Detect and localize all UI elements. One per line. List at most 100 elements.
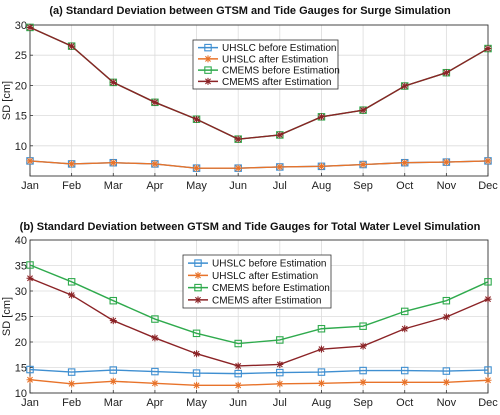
y-tick-label: 10 [15,388,27,400]
data-point [109,78,117,86]
data-point [359,378,367,386]
chart-title: (a) Standard Deviation between GTSM and … [49,5,451,17]
y-tick-label: 25 [15,50,27,62]
x-tick-label: Oct [396,397,413,409]
data-point [151,379,159,387]
x-tick-label: Aug [312,397,332,409]
legend-label: UHSLC before Estimation [212,259,327,270]
data-point [359,366,367,375]
data-point [400,366,409,375]
data-point [109,296,118,305]
x-tick-label: Sep [353,397,373,409]
data-point [234,362,242,370]
data-point [193,381,201,389]
data-point [151,98,159,106]
x-tick-label: Jul [273,180,287,192]
data-point [317,113,325,121]
x-tick-label: Jun [229,397,247,409]
legend-item: CMEMS before Estimation [188,283,330,294]
data-point [276,360,284,368]
data-point [67,278,76,286]
data-point [317,324,326,333]
data-point [359,161,367,169]
series-cmems-after-estimation [26,274,492,370]
legend-item: CMEMS after Estimation [188,295,321,306]
legend-label: CMEMS before Estimation [222,66,340,77]
data-point [317,368,326,376]
chart-title: (b) Standard Deviation between GTSM and … [20,221,481,233]
x-tick-label: Apr [146,180,163,192]
data-point [109,317,117,325]
data-point [109,377,117,385]
data-point [68,160,76,168]
legend-swatch-marker [194,259,202,267]
legend-item: UHSLC before Estimation [188,259,327,270]
series-line [29,277,489,367]
y-axis-label: SD [cm] [1,81,13,120]
legend-item: CMEMS after Estimation [198,77,331,88]
data-point [317,379,325,387]
data-point [151,367,159,376]
series-cmems-before-estimation [26,261,492,348]
legend-swatch-marker [204,55,212,63]
data-point [68,291,76,299]
data-point [484,295,492,303]
legend-item: UHSLC after Estimation [198,54,328,65]
series-line [29,379,489,387]
series-uhslc-after-estimation [26,376,492,389]
data-point [26,376,34,384]
series-cmems-after-estimation [26,23,492,143]
y-tick-label: 30 [15,20,27,32]
data-point [484,278,492,286]
x-tick-label: Nov [437,397,457,409]
series-uhslc-after-estimation [26,157,492,172]
data-point [484,157,492,165]
y-tick-label: 20 [15,80,27,92]
data-point [67,368,76,376]
y-tick-label: 15 [15,111,27,123]
data-point [442,367,451,375]
x-tick-label: May [186,180,207,192]
data-point [26,157,34,165]
legend-item: UHSLC after Estimation [188,271,318,282]
data-point [109,366,118,374]
legend-swatch-marker [194,283,202,292]
x-tick-label: Oct [396,180,413,192]
y-tick-label: 30 [15,286,27,298]
data-point [109,159,117,167]
x-tick-label: Aug [312,180,332,192]
legend-label: CMEMS after Estimation [212,295,321,306]
chart-panel-b: (b) Standard Deviation between GTSM and … [1,221,498,409]
data-point [401,82,409,90]
series-uhslc-before-estimation [26,365,492,378]
data-point [193,115,201,123]
data-point [26,261,34,269]
legend-label: CMEMS before Estimation [212,283,330,294]
data-point [193,350,201,358]
data-point [192,369,201,377]
data-point [26,274,34,282]
y-tick-label: 25 [15,312,27,324]
data-point [68,42,76,50]
legend-item: CMEMS before Estimation [198,66,340,77]
data-point [442,158,450,166]
data-point [234,164,242,172]
legend-label: UHSLC after Estimation [222,54,328,65]
data-point [234,135,242,143]
chart-panel-a: (a) Standard Deviation between GTSM and … [1,5,498,192]
x-tick-label: Dec [478,180,498,192]
legend-swatch-marker [194,271,202,279]
x-tick-label: Feb [62,180,81,192]
legend-swatch-marker [204,43,212,52]
legend-label: UHSLC before Estimation [222,43,337,54]
data-point [442,313,450,321]
legend-item: UHSLC before Estimation [198,43,337,54]
y-tick-label: 20 [15,337,27,349]
y-tick-label: 15 [15,363,27,375]
data-point [192,329,201,338]
data-point [442,69,450,77]
y-tick-label: 35 [15,261,27,273]
data-point [276,336,284,344]
